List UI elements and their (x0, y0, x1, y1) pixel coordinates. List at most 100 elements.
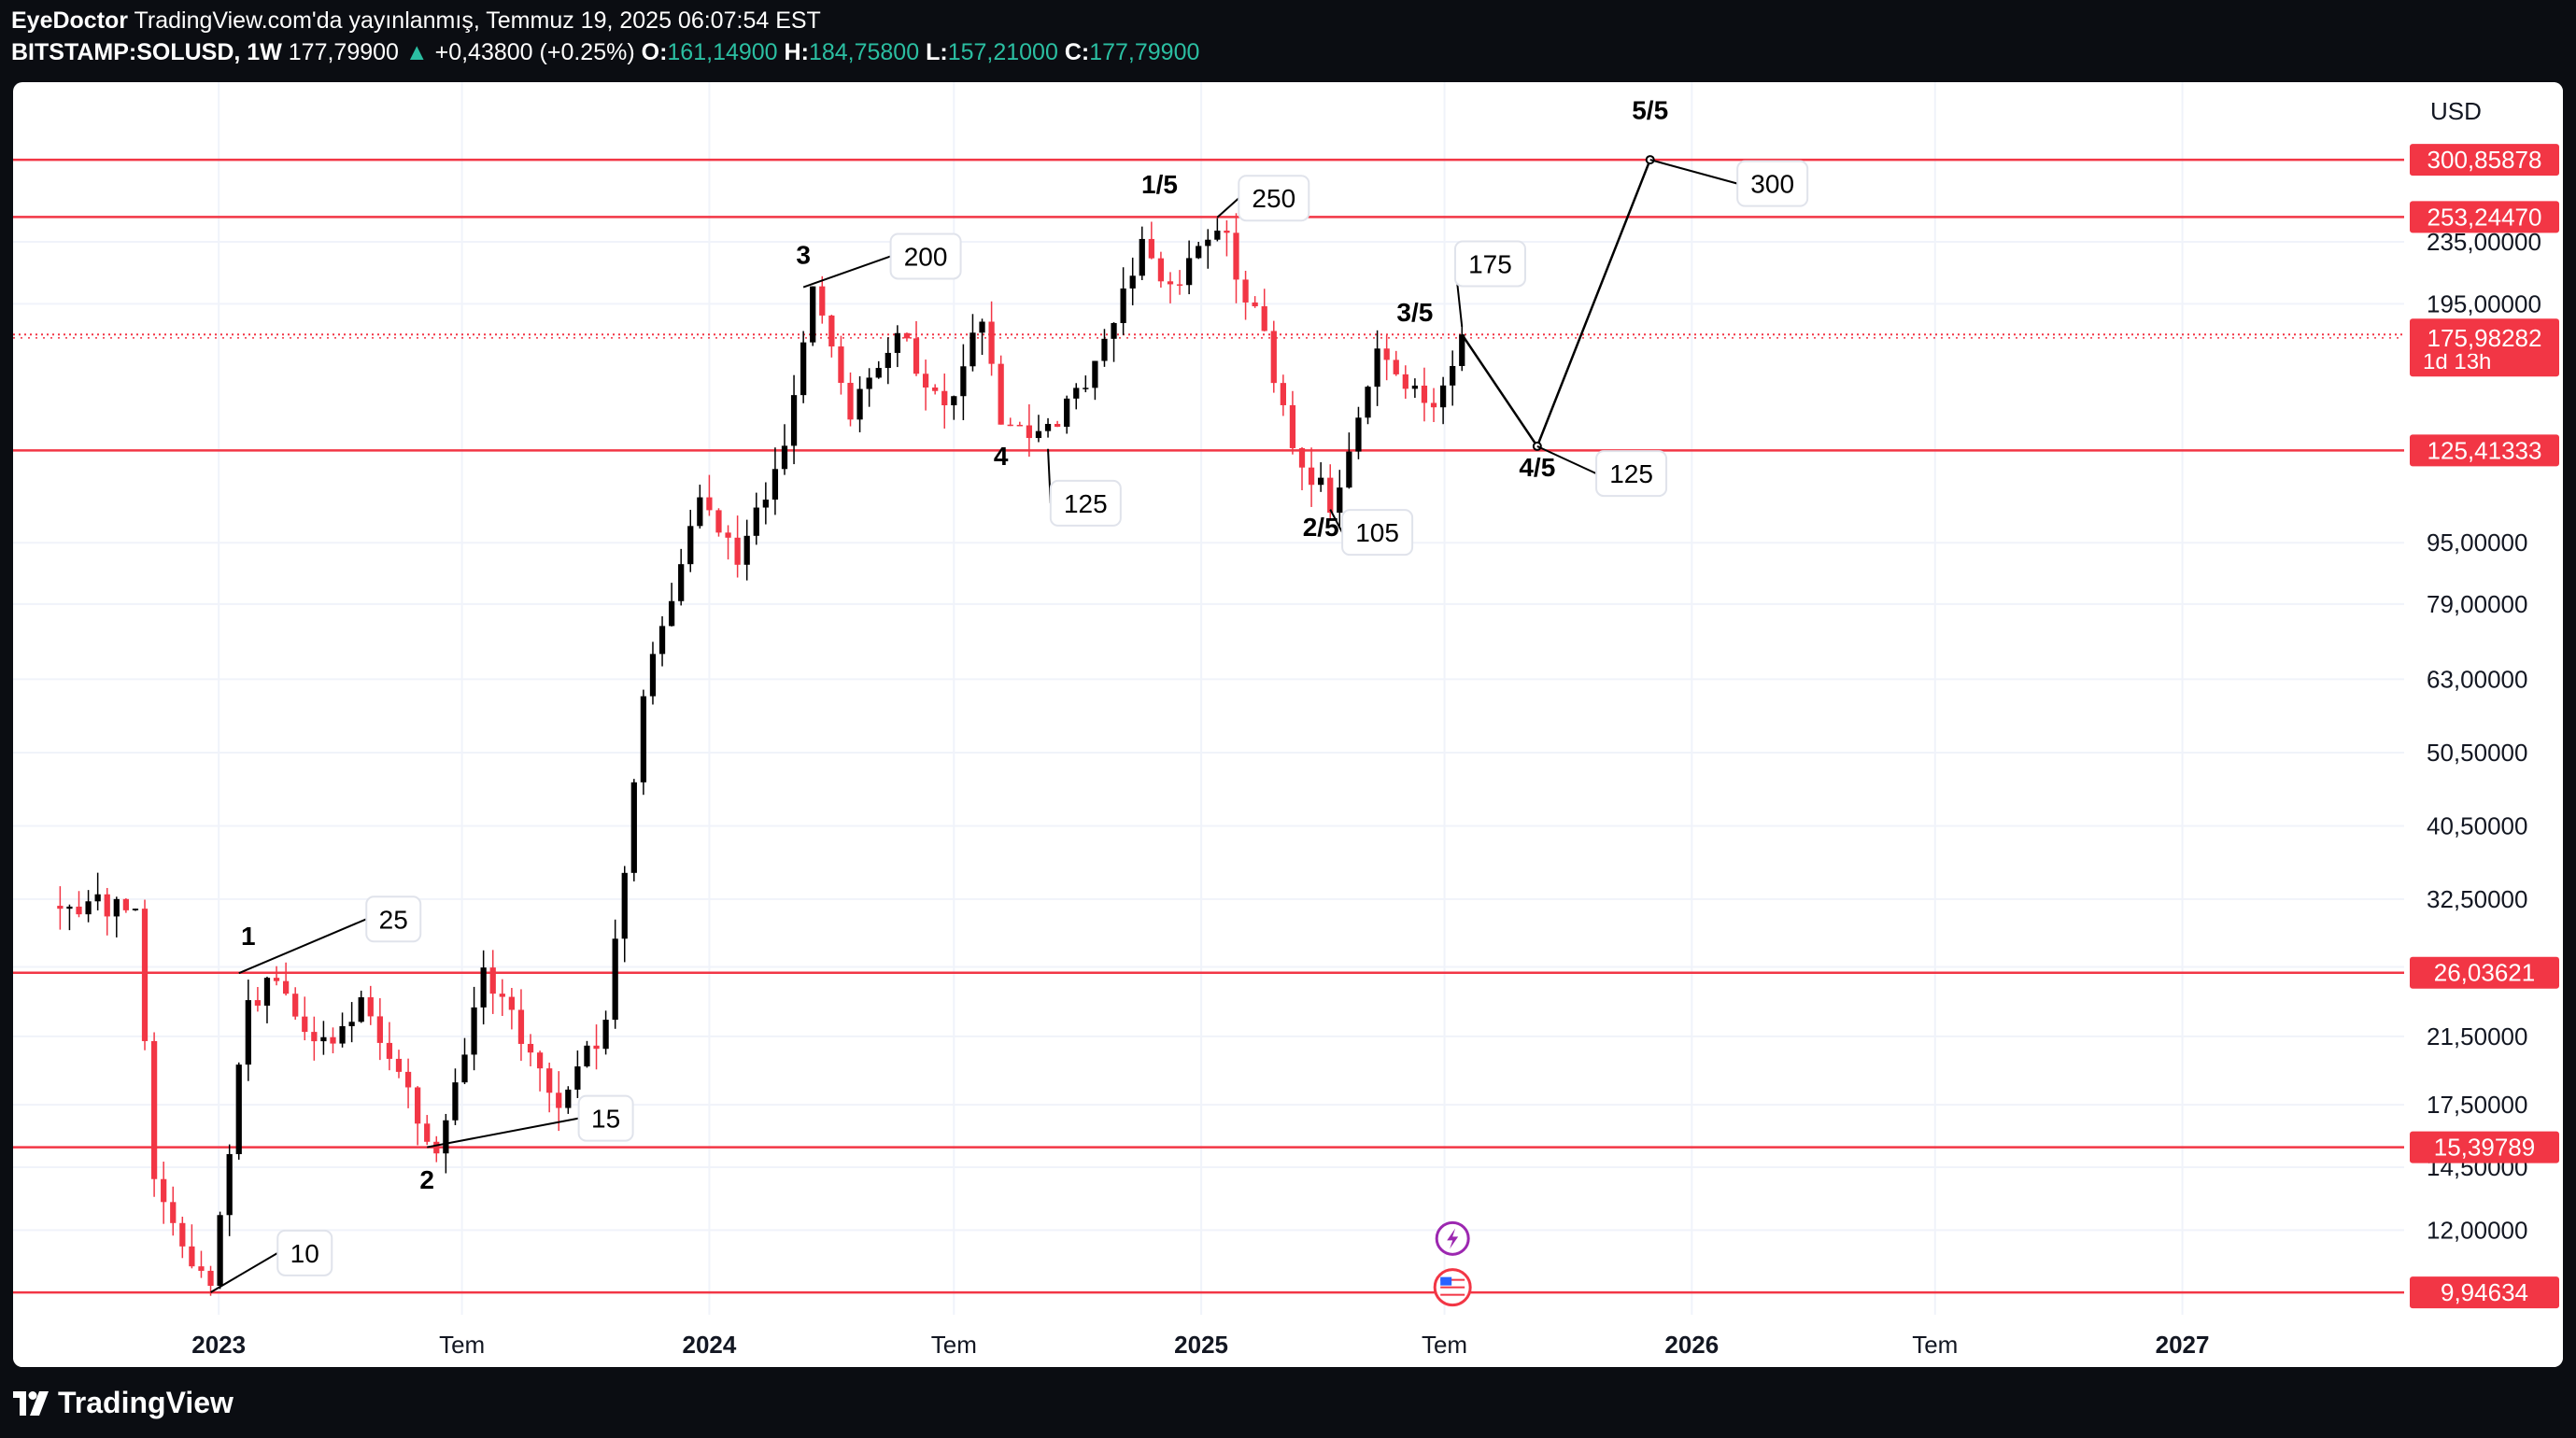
candle-body (970, 332, 976, 367)
tradingview-logo-text: TradingView (58, 1386, 234, 1419)
candle-body (1383, 348, 1390, 360)
candle-body (894, 332, 900, 353)
candle (630, 779, 637, 881)
candle-body (1365, 387, 1371, 418)
candle-body (1280, 383, 1286, 405)
candle-body (1186, 258, 1193, 286)
candle (1252, 296, 1258, 308)
candle-body (753, 507, 759, 536)
candle (76, 891, 82, 918)
candle (922, 360, 929, 411)
author-name[interactable]: EyeDoctor (11, 7, 129, 34)
candle-body (282, 980, 290, 994)
candle-body (1450, 365, 1456, 386)
candle (838, 335, 844, 395)
candle-body (161, 1178, 167, 1203)
candle (480, 950, 487, 1025)
x-tick-label: Tem (931, 1331, 977, 1359)
publish-line: EyeDoctor TradingView.com'da yayınlanmış… (11, 7, 821, 35)
candle-body (1176, 284, 1183, 286)
x-tick-label: Tem (1912, 1331, 1958, 1359)
candle-body (725, 532, 731, 538)
candle (1054, 420, 1061, 428)
candle-body (527, 1043, 534, 1053)
lightning-bolt-icon (1447, 1228, 1459, 1249)
candle (320, 1021, 327, 1055)
candle (658, 616, 666, 667)
low-value: 157,21000 (947, 39, 1058, 65)
candle (790, 374, 798, 465)
candle (1365, 385, 1371, 425)
publish-info: TradingView.com'da yayınlanmış, Temmuz 1… (134, 7, 821, 34)
flag-stripe (1440, 1290, 1465, 1292)
candle-body (452, 1082, 459, 1121)
candle-body (245, 1000, 251, 1065)
candle-body (1252, 302, 1258, 306)
chart-panel[interactable]: 1 2 3 4 1/5 2/5 3/5 4/5 5/5 25 10 15 200 125 250 175 105… (13, 82, 2563, 1367)
price-tag-label: 125,41333 (2427, 436, 2542, 464)
candle-body (386, 1042, 393, 1059)
candle (499, 979, 505, 1017)
y-tick-label: 50,50000 (2427, 739, 2527, 767)
candle (810, 286, 816, 346)
candle-body (254, 1000, 262, 1006)
candle-body (1224, 230, 1230, 233)
candle (1233, 213, 1239, 303)
candle (1421, 367, 1428, 422)
y-tick-label: 95,00000 (2427, 529, 2527, 557)
flag-stripe (1440, 1293, 1465, 1296)
callout-label: 250 (1252, 184, 1295, 213)
candle (913, 320, 920, 376)
candle-body (1289, 404, 1296, 448)
candle-body (913, 338, 920, 374)
price-tag-label: 15,39789 (2434, 1134, 2535, 1162)
candle-body (311, 1032, 318, 1042)
wave-label: 1 (241, 922, 256, 951)
candle (170, 1186, 177, 1236)
symbol-label[interactable]: BITSTAMP:SOLUSD, 1W (11, 39, 282, 65)
candle-body (1064, 398, 1070, 428)
callout: 125 (1047, 448, 1122, 527)
price-chart[interactable]: 1 2 3 4 1/5 2/5 3/5 4/5 5/5 25 10 15 200 125 250 175 105… (13, 82, 2563, 1367)
candle-body (781, 445, 788, 470)
candle (1318, 462, 1324, 492)
candle-body (330, 1036, 336, 1044)
candle-body (508, 996, 515, 1010)
candle (856, 375, 863, 432)
callout-leader (238, 918, 367, 975)
candle-body (828, 315, 835, 347)
candle (743, 519, 750, 581)
candle (1120, 267, 1126, 335)
candle-body (170, 1202, 177, 1223)
wave-label: 2 (419, 1165, 434, 1194)
candle (847, 372, 854, 427)
candle-body (951, 396, 957, 406)
candle (941, 374, 948, 429)
candle (1035, 415, 1042, 443)
candle (348, 1002, 355, 1043)
candle (207, 1265, 214, 1296)
candle-body (1196, 246, 1202, 259)
candle (415, 1086, 421, 1146)
candle-body (198, 1266, 205, 1271)
candle-body (960, 366, 967, 397)
tradingview-logo[interactable]: TradingView (13, 1386, 234, 1420)
currency-label: USD (2430, 97, 2482, 125)
candle (141, 899, 149, 1050)
wave-label: 5/5 (1632, 96, 1668, 125)
callout-label: 15 (591, 1105, 620, 1134)
candle-body (593, 1045, 600, 1050)
wave-label: 3 (796, 240, 811, 269)
candle-body (1157, 258, 1165, 282)
candle-body (217, 1215, 223, 1287)
level-tag: 125,41333 (2410, 434, 2559, 467)
candle (866, 368, 872, 407)
candle-body (1035, 430, 1042, 439)
candle-body (1308, 467, 1315, 486)
candle-body (546, 1068, 553, 1093)
header-bar: EyeDoctor TradingView.com'da yayınlanmış… (0, 0, 2576, 82)
last-price: 177,79900 (288, 39, 399, 65)
candle (1196, 242, 1202, 260)
price-change: +0,43800 (+0.25%) (434, 39, 635, 65)
time-axis-bg (13, 1315, 2404, 1367)
